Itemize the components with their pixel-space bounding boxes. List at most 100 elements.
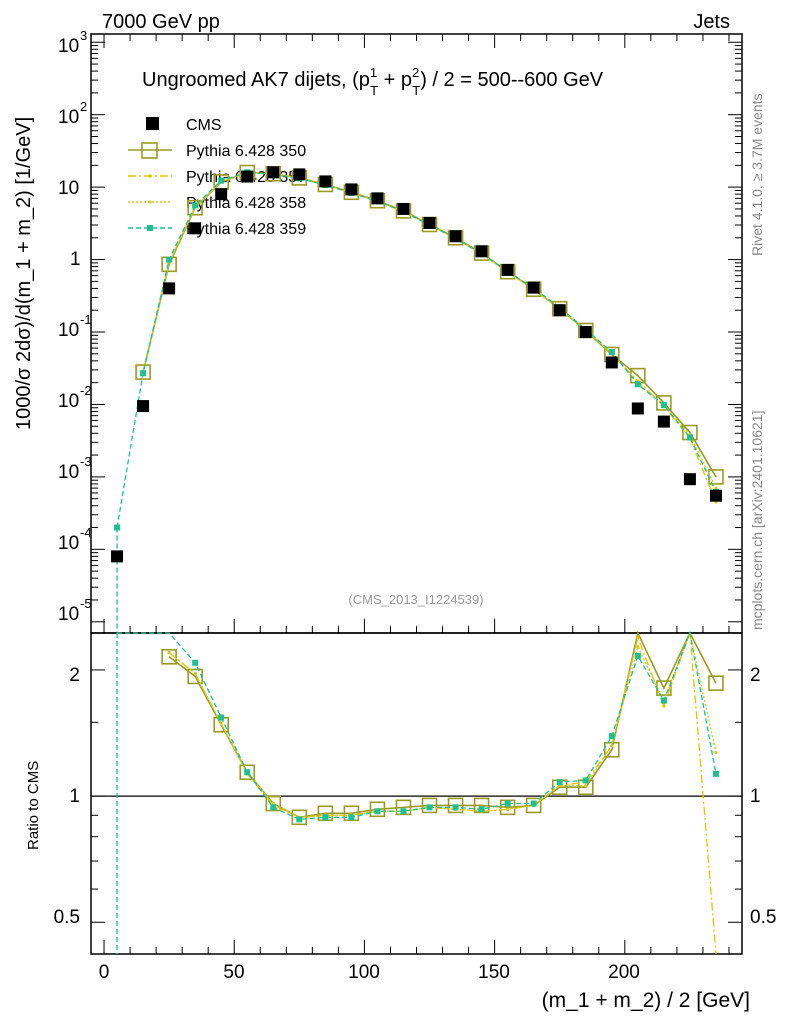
cms-data-point — [631, 402, 644, 415]
ratio-pythia-6-428-350-point — [603, 741, 620, 758]
main-pythia-6-428-359-point — [660, 402, 667, 409]
plot-title: Ungroomed AK7 dijets, (p1 T + p2 T) / 2 = … — [142, 65, 604, 98]
cms-data-point — [657, 415, 670, 428]
y-tick-exp-1e-2: -2 — [80, 383, 92, 398]
cms-data-point — [709, 489, 722, 502]
ratio-pythia-6-428-350-point — [708, 675, 724, 691]
mcplots-label: mcplots.cern.ch [arXiv:2401.10621] — [749, 411, 765, 630]
y-tick-exp-1e-4: -4 — [80, 525, 92, 540]
header-right: Jets — [693, 11, 730, 33]
ratio-pythia-6-428-358-point — [714, 750, 718, 755]
ratio-tick-0.5-right: 0.5 — [750, 907, 776, 928]
ratio-pythia-6-428-358-point — [610, 743, 614, 748]
legend-label-359: Pythia 6.428 359 — [186, 221, 306, 238]
y-tick-10: 10 — [58, 178, 79, 199]
y-axis-label-main: 1000/σ 2dσ)/d(m_1 + m_2) [1/GeV] — [13, 117, 35, 430]
cms-data-point — [553, 304, 566, 317]
legend-marker-358 — [148, 200, 152, 204]
ratio-tick-1-left: 1 — [69, 786, 80, 807]
cms-data-point — [189, 222, 202, 235]
ratio-pythia-6-428-358-point — [167, 650, 171, 655]
ratio-pythia-6-428-358-point — [193, 672, 197, 676]
cms-data-point — [423, 216, 436, 229]
ratio-pythia-6-428-359-point — [374, 808, 381, 815]
main-pythia-6-428-359-point — [218, 177, 225, 184]
legend-label-cms: CMS — [186, 117, 222, 134]
cms-data-point — [605, 356, 618, 369]
ratio-pythia-6-428-359-point — [348, 814, 355, 821]
cms-data-point — [111, 550, 124, 563]
ratio-pythia-6-428-350-point — [265, 795, 282, 812]
x-tick-100: 100 — [348, 962, 380, 983]
x-axis-label: (m_1 + m_2) / 2 [GeV] — [542, 989, 750, 1012]
ratio-pythia-6-428-359-point — [608, 733, 615, 740]
y-tick-1e-2: 10 — [58, 391, 79, 412]
ratio-pythia-6-428-350-point — [239, 764, 256, 781]
ratio-pythia-6-428-359-point — [504, 800, 511, 807]
x-tick-50: 50 — [223, 962, 244, 983]
y-tick-exp-1e-1: -1 — [80, 312, 92, 327]
cms-data-point — [267, 166, 280, 179]
ratio-tick-1-right: 1 — [750, 786, 761, 807]
ratio-pythia-6-428-350-point — [525, 797, 542, 814]
ratio-pythia-6-428-359-point — [322, 814, 329, 821]
ratio-pythia-6-428-350-point — [369, 801, 386, 818]
ratio-pythia-6-428-350-point — [421, 797, 438, 814]
ratio-pythia-6-428-359-point — [556, 779, 563, 786]
ratio-pythia-6-428-359-point — [426, 804, 433, 811]
ratio-pythia-6-428-359-point — [712, 770, 719, 777]
ratio-pythia-6-428-359-point — [192, 659, 199, 666]
rivet-label: Rivet 4.1.0, ≥ 3.7M events — [749, 93, 765, 256]
ratio-pythia-6-428-358-point — [584, 783, 588, 788]
ratio-pythia-6-428-358-point — [271, 801, 275, 806]
ratio-pythia-6-428-359-point — [244, 769, 251, 776]
analysis-id: (CMS_2013_I1224539) — [348, 592, 483, 607]
y-tick-exp-1e3: 3 — [80, 28, 87, 43]
ratio-pythia-6-428-357-line — [168, 632, 717, 955]
ratio-pythia-6-428-357-point — [636, 635, 640, 640]
y-tick-exp-1e-5: -5 — [80, 596, 92, 611]
ratio-tick-2-left: 2 — [69, 665, 80, 686]
header-left: 7000 GeV pp — [102, 11, 220, 33]
legend-marker-350 — [141, 142, 158, 159]
ratio-pythia-6-428-359-point — [530, 800, 537, 807]
main-pythia-6-428-350-point — [656, 395, 672, 411]
ratio-pythia-6-428-359-point — [218, 714, 225, 721]
main-pythia-6-428-359-point — [140, 370, 147, 377]
y-tick-labels-main: 10 -5 10 -4 10 -3 10 -2 10 -1 1 10 10 2 … — [58, 28, 92, 625]
main-pythia-6-428-359-point — [166, 256, 173, 263]
main-series — [111, 164, 724, 633]
y-tick-exp-1e-3: -3 — [80, 454, 92, 469]
legend-marker-357 — [148, 174, 152, 178]
legend-marker-359 — [147, 225, 153, 231]
cms-data-point — [319, 175, 332, 188]
legend: CMS Pythia 6.428 350 Pythia 6.428 357 Py… — [128, 117, 306, 238]
axis-ticks — [91, 34, 742, 954]
ratio-pythia-6-428-350-point — [161, 648, 177, 665]
ratio-tick-0.5-left: 0.5 — [54, 907, 80, 928]
cms-data-point — [293, 168, 306, 181]
ratio-pythia-6-428-358-point — [636, 645, 640, 649]
ratio-pythia-6-428-358-point — [506, 807, 510, 811]
x-tick-labels: 0 50 100 150 200 — [99, 962, 640, 983]
cms-data-point — [241, 170, 254, 183]
ratio-pythia-6-428-350-point — [447, 797, 464, 814]
ratio-pythia-6-428-358-line — [168, 630, 717, 818]
ratio-pythia-6-428-359-point — [400, 808, 407, 815]
main-pythia-6-428-359-point — [608, 348, 615, 355]
ratio-pythia-6-428-359-point — [660, 697, 667, 704]
main-pythia-6-428-359-point — [686, 434, 693, 441]
ratio-tick-labels: 0.5 1 2 0.5 1 2 — [54, 665, 777, 928]
ratio-pythia-6-428-357-point — [662, 704, 666, 708]
ratio-pythia-6-428-350-point — [395, 799, 412, 816]
y-tick-1e-3: 10 — [58, 462, 79, 483]
ratio-pythia-6-428-359-point — [270, 804, 277, 811]
cms-data-point — [579, 326, 592, 339]
cms-data-point — [475, 245, 488, 258]
cms-data-point — [449, 230, 462, 243]
cms-data-point — [527, 281, 540, 294]
cms-data-point — [397, 202, 410, 215]
main-pythia-6-428-359-point — [634, 381, 641, 388]
main-pythia-6-428-350-point — [135, 364, 151, 380]
